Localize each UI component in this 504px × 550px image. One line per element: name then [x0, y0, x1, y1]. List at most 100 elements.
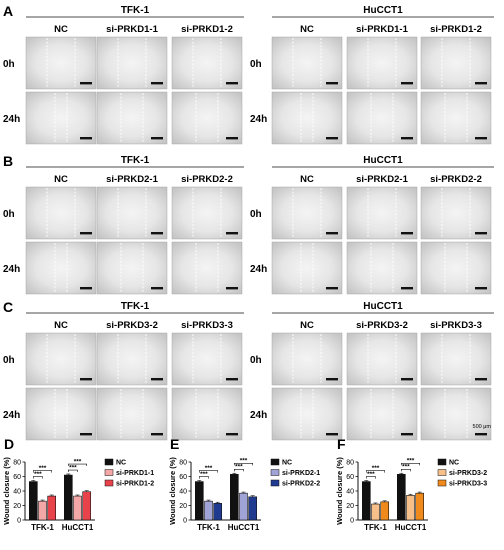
- scale-bar: [401, 232, 413, 235]
- scale-bar: [475, 137, 487, 140]
- bar-nc: [64, 474, 73, 521]
- cell-line-label: HuCCT1: [363, 155, 403, 166]
- y-axis-label: Wound closure (%): [2, 457, 11, 525]
- panel-letter: F: [337, 436, 346, 452]
- scale-bar: [475, 287, 487, 290]
- legend-swatch: [104, 479, 114, 487]
- bar-si-prkd2-2: [248, 496, 257, 521]
- bar-si-prkd1-2: [82, 491, 91, 521]
- scale-bar: [226, 287, 238, 290]
- category-label: TFK-1: [31, 523, 54, 532]
- significance-bracket: ***: [33, 471, 43, 479]
- legend-label: si-PRKD2-1: [282, 470, 320, 477]
- panel-c: C TFK-1 NC si-PRKD3-2 si-PRKD3-3 0h 24h HuCCT1 N…: [3, 299, 494, 441]
- scale-bar: [326, 287, 338, 290]
- scale-bar: [326, 433, 338, 436]
- microscopy-image: [420, 387, 492, 441]
- panel-b: B TFK-1 NC si-PRKD2-1 si-PRKD2-2 0h 24h HuCCT1 N…: [3, 153, 494, 295]
- microscopy-image: [25, 36, 97, 90]
- legend-label: si-PRKD1-2: [116, 481, 154, 488]
- y-tick-label: 80: [179, 459, 187, 466]
- bar-si-prkd3-3: [415, 492, 425, 521]
- bar-si-prkd2-1: [239, 492, 248, 521]
- scale-bar: [401, 378, 413, 381]
- scale-bar: [326, 82, 338, 85]
- scale-bar: [151, 287, 163, 290]
- timepoint-label: 0h: [3, 209, 15, 220]
- legend-label: si-PRKD3-2: [449, 470, 487, 477]
- bar-si-prkd3-3: [380, 501, 390, 521]
- scale-bar: [80, 287, 92, 290]
- cell-line-label: TFK-1: [121, 5, 150, 16]
- significance-label: ***: [200, 471, 208, 478]
- scale-bar: [401, 287, 413, 290]
- microscopy-image: [171, 91, 243, 145]
- group-hucct1: HuCCT1 NC si-PRKD2-1 si-PRKD2-2 0h 24h: [250, 155, 494, 295]
- scale-bar: [151, 232, 163, 235]
- microscopy-image: [25, 387, 97, 441]
- significance-label: ***: [39, 465, 47, 472]
- timepoint-label: 24h: [250, 114, 267, 125]
- y-axis-label: Wound closure (%): [168, 457, 177, 525]
- group-tfk-1: TFK-1 NC si-PRKD2-1 si-PRKD2-2 0h 24h: [3, 155, 244, 295]
- scale-bar: [151, 433, 163, 436]
- microscopy-image: [96, 91, 168, 145]
- microscopy-image: [346, 36, 418, 90]
- legend-swatch: [437, 479, 447, 487]
- microscopy-image: [25, 91, 97, 145]
- significance-label: ***: [407, 458, 415, 465]
- bar-si-prkd1-1: [73, 495, 82, 521]
- condition-label: si-PRKD2-1: [356, 174, 408, 185]
- microscopy-image: [171, 387, 243, 441]
- cell-line-label: TFK-1: [121, 301, 150, 312]
- y-tick-label: 60: [13, 474, 21, 481]
- panel-letter: C: [3, 299, 13, 315]
- microscopy-image: [420, 36, 492, 90]
- condition-label: si-PRKD2-1: [106, 174, 158, 185]
- significance-label: ***: [367, 471, 375, 478]
- significance-label: ***: [205, 465, 213, 472]
- significance-bracket: ***: [401, 458, 420, 466]
- significance-label: ***: [235, 464, 243, 471]
- scale-bar: [80, 232, 92, 235]
- legend-swatch: [104, 469, 114, 476]
- significance-bracket: ***: [234, 464, 244, 472]
- microscopy-image: [171, 332, 243, 386]
- condition-label: NC: [54, 320, 68, 331]
- scale-bar: [226, 232, 238, 235]
- legend-label: NC: [282, 460, 292, 467]
- microscopy-image: [420, 91, 492, 145]
- microscopy-image: [420, 241, 492, 295]
- cell-line-label: TFK-1: [121, 155, 150, 166]
- condition-label: si-PRKD1-1: [106, 24, 158, 35]
- scale-bar: [151, 82, 163, 85]
- condition-label: NC: [54, 24, 68, 35]
- legend-swatch: [437, 458, 447, 466]
- group-tfk-1: TFK-1 NC si-PRKD3-2 si-PRKD3-3 0h 24h: [3, 301, 244, 441]
- significance-bracket: ***: [199, 471, 209, 479]
- y-tick-label: 0: [350, 517, 354, 524]
- panel-letter: E: [170, 436, 179, 452]
- significance-bracket: ***: [68, 464, 78, 473]
- category-label: HuCCT1: [395, 523, 427, 532]
- microscopy-image: [271, 241, 343, 295]
- timepoint-label: 24h: [3, 114, 20, 125]
- y-tick-label: 80: [346, 459, 354, 466]
- significance-bracket: ***: [401, 464, 411, 472]
- y-tick-label: 20: [346, 503, 354, 510]
- timepoint-label: 0h: [250, 209, 262, 220]
- legend-label: si-PRKD1-1: [116, 470, 154, 477]
- microscopy-image: [420, 332, 492, 386]
- condition-label: si-PRKD3-3: [181, 320, 233, 331]
- scale-bar: [475, 378, 487, 381]
- microscopy-image: [96, 36, 168, 90]
- condition-label: si-PRKD3-3: [430, 320, 482, 331]
- legend-swatch: [270, 479, 280, 487]
- y-tick-label: 20: [13, 503, 21, 510]
- microscopy-image: [271, 332, 343, 386]
- bar-si-prkd2-1: [204, 500, 213, 521]
- legend-label: si-PRKD3-3: [449, 481, 487, 488]
